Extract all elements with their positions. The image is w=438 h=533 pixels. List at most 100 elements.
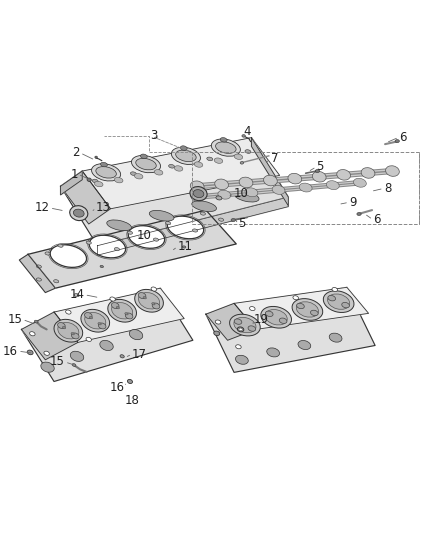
Text: 15: 15	[50, 356, 65, 368]
Ellipse shape	[107, 220, 131, 231]
Ellipse shape	[279, 318, 287, 324]
Ellipse shape	[267, 348, 279, 357]
Ellipse shape	[50, 245, 87, 268]
Ellipse shape	[337, 169, 350, 180]
Ellipse shape	[292, 298, 323, 320]
Polygon shape	[19, 254, 55, 293]
Ellipse shape	[141, 154, 147, 158]
Ellipse shape	[180, 146, 187, 150]
Ellipse shape	[125, 313, 128, 315]
Ellipse shape	[127, 379, 132, 384]
Ellipse shape	[71, 333, 79, 339]
Ellipse shape	[311, 310, 318, 316]
Ellipse shape	[114, 247, 120, 251]
Ellipse shape	[211, 139, 240, 156]
Ellipse shape	[169, 165, 175, 168]
Text: 13: 13	[96, 201, 111, 214]
Ellipse shape	[248, 326, 256, 331]
Ellipse shape	[183, 246, 186, 248]
Ellipse shape	[234, 319, 242, 324]
Ellipse shape	[293, 296, 298, 300]
Ellipse shape	[328, 294, 350, 309]
Ellipse shape	[192, 229, 198, 232]
Ellipse shape	[89, 235, 126, 258]
Ellipse shape	[239, 177, 253, 188]
Ellipse shape	[171, 147, 201, 165]
Text: 16: 16	[110, 381, 125, 393]
Ellipse shape	[234, 154, 243, 159]
Ellipse shape	[219, 218, 224, 221]
Ellipse shape	[127, 231, 133, 234]
Text: 1: 1	[71, 167, 78, 181]
Ellipse shape	[114, 177, 123, 183]
Ellipse shape	[298, 341, 311, 350]
Ellipse shape	[264, 175, 277, 186]
Ellipse shape	[100, 265, 103, 268]
Ellipse shape	[120, 354, 124, 358]
Ellipse shape	[58, 322, 65, 328]
Ellipse shape	[54, 319, 83, 342]
Ellipse shape	[41, 362, 54, 372]
Text: 6: 6	[399, 131, 406, 144]
Ellipse shape	[71, 333, 74, 335]
Text: 19: 19	[254, 313, 268, 326]
Ellipse shape	[44, 351, 49, 356]
Ellipse shape	[167, 216, 204, 239]
Ellipse shape	[116, 306, 120, 309]
Ellipse shape	[272, 185, 285, 195]
Ellipse shape	[95, 156, 97, 158]
Ellipse shape	[176, 150, 196, 161]
Text: 7: 7	[271, 152, 279, 165]
Ellipse shape	[143, 296, 146, 299]
Text: 11: 11	[178, 240, 193, 253]
Ellipse shape	[230, 314, 260, 336]
Ellipse shape	[207, 157, 213, 161]
Ellipse shape	[86, 241, 91, 244]
Text: 18: 18	[125, 394, 140, 408]
Ellipse shape	[86, 337, 92, 342]
Polygon shape	[206, 287, 375, 373]
Ellipse shape	[135, 289, 163, 312]
Ellipse shape	[96, 167, 117, 178]
Text: 4: 4	[244, 125, 251, 138]
Ellipse shape	[250, 306, 255, 311]
Ellipse shape	[85, 312, 92, 319]
Ellipse shape	[234, 317, 256, 333]
Polygon shape	[82, 138, 279, 209]
Ellipse shape	[138, 293, 159, 309]
Polygon shape	[28, 210, 236, 288]
Ellipse shape	[74, 294, 79, 297]
Ellipse shape	[215, 179, 229, 190]
Ellipse shape	[71, 351, 84, 361]
Ellipse shape	[66, 310, 71, 314]
Ellipse shape	[361, 168, 375, 178]
Ellipse shape	[332, 287, 338, 292]
Ellipse shape	[89, 317, 92, 319]
Text: 2: 2	[73, 147, 80, 159]
Ellipse shape	[112, 303, 133, 319]
Polygon shape	[97, 197, 288, 255]
Ellipse shape	[27, 350, 33, 354]
Ellipse shape	[98, 322, 101, 325]
Ellipse shape	[58, 244, 63, 247]
Ellipse shape	[134, 174, 143, 179]
Polygon shape	[21, 288, 193, 382]
Text: 17: 17	[132, 348, 147, 361]
Ellipse shape	[194, 162, 203, 167]
Ellipse shape	[214, 331, 220, 336]
Ellipse shape	[297, 303, 304, 309]
Text: 12: 12	[35, 201, 49, 214]
Ellipse shape	[329, 333, 342, 342]
Ellipse shape	[95, 181, 103, 187]
Ellipse shape	[92, 179, 98, 183]
Ellipse shape	[261, 306, 292, 328]
Ellipse shape	[190, 187, 207, 200]
Polygon shape	[60, 171, 82, 195]
Ellipse shape	[193, 190, 204, 198]
Ellipse shape	[312, 172, 326, 182]
Ellipse shape	[192, 201, 216, 212]
Ellipse shape	[153, 238, 159, 241]
Ellipse shape	[385, 166, 399, 176]
Text: 5: 5	[238, 217, 246, 230]
Text: 10: 10	[234, 187, 249, 200]
